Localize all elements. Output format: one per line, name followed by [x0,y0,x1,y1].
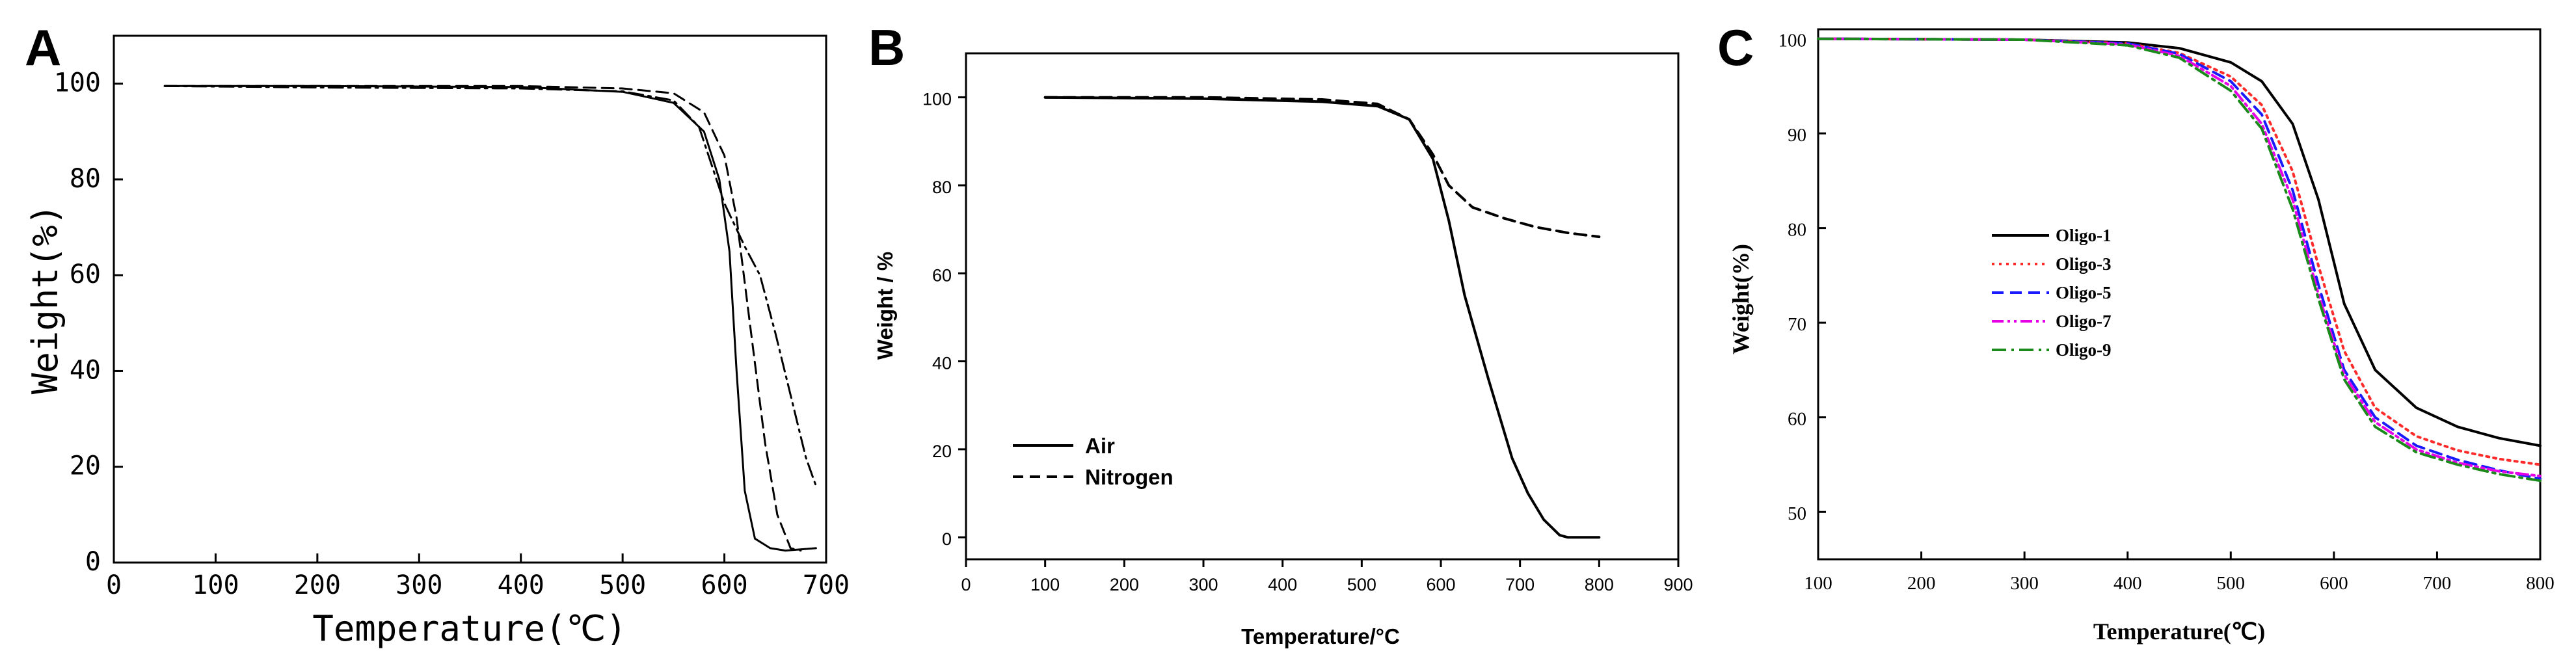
y-tick-label: 70 [1788,314,1806,335]
panel-a-y-axis-label: Weight(%) [25,204,66,395]
x-tick-label: 700 [803,570,850,600]
y-tick-label: 50 [1788,503,1806,524]
x-tick-label: 600 [2320,573,2348,594]
x-tick-label: 700 [1505,575,1535,594]
x-tick-label: 700 [2423,573,2452,594]
panel-c-x-axis-label: Temperature(℃) [2093,618,2265,644]
y-tick-label: 40 [932,354,952,373]
panel-c-y-ticks: 50 60 70 80 90 100 [1778,31,1826,524]
series-line-dashed [163,85,802,552]
x-tick-label: 300 [1188,575,1218,594]
x-tick-label: 500 [1347,575,1376,594]
panel-a-label: A [25,19,61,76]
y-tick-label: 20 [932,442,952,461]
x-tick-label: 100 [192,570,239,600]
x-tick-label: 400 [2113,573,2142,594]
y-tick-label: 80 [1788,220,1806,241]
panel-b-legend-nitrogen: Nitrogen [1085,465,1174,489]
y-tick-label: 80 [932,178,952,197]
panel-b-series [1043,96,1601,539]
panel-c-y-axis-label: Weight(%) [1728,244,1754,354]
legend-label-oligo-1: Oligo-1 [2056,226,2112,245]
x-tick-label: 100 [1030,575,1060,594]
x-tick-label: 500 [599,570,646,600]
x-tick-label: 900 [1663,575,1693,594]
legend-label-oligo-9: Oligo-9 [2056,340,2112,360]
y-tick-label: 0 [85,547,101,577]
y-tick-label: 40 [70,355,101,385]
y-tick-label: 100 [54,68,101,98]
x-tick-label: 0 [106,570,122,600]
panel-a-y-ticks: 0 20 40 60 80 100 [54,68,123,577]
series-line-nitrogen [1043,96,1601,239]
panel-b-plot-frame [965,52,1680,561]
x-tick-label: 200 [294,570,341,600]
y-tick-label: 100 [1778,31,1807,51]
y-tick-label: 90 [1788,125,1806,146]
y-tick-label: 60 [932,265,952,285]
series-line-oligo-9 [1817,37,2542,483]
series-line-oligo-1 [1817,37,2542,447]
x-tick-label: 300 [2010,573,2039,594]
panel-b-label: B [868,19,905,76]
legend-label-oligo-3: Oligo-3 [2056,254,2112,274]
legend-label-oligo-5: Oligo-5 [2056,283,2112,302]
x-tick-label: 100 [1804,573,1832,594]
y-tick-label: 0 [942,529,952,549]
series-line-solid [163,85,817,552]
x-tick-label: 800 [2526,573,2555,594]
panel-c-x-ticks: 100 200 300 400 500 600 700 800 [1804,551,2555,594]
x-tick-label: 200 [1907,573,1936,594]
y-tick-label: 60 [1788,409,1806,430]
panel-a-x-axis-label: Temperature(℃) [312,608,626,649]
x-tick-label: 300 [396,570,442,600]
series-line-dash-dot [163,85,817,487]
series-line-oligo-5 [1817,37,2542,481]
y-tick-label: 100 [922,90,952,109]
panel-a-x-ticks: 0 100 200 300 400 500 600 700 [106,553,850,600]
panel-c-legend: Oligo-1 Oligo-3 Oligo-5 Oligo-7 Oligo-9 [1992,226,2112,360]
panel-b-legend: Air Nitrogen [1013,434,1174,489]
panel-b-x-ticks: 0 100 200 300 400 500 600 700 800 900 [961,559,1693,594]
y-tick-label: 20 [70,451,101,481]
panel-c-series [1817,37,2542,483]
legend-label-oligo-7: Oligo-7 [2056,312,2112,331]
panel-c: C 100 200 300 400 500 600 700 800 50 60 70 80 90 100… [1717,19,2555,644]
x-tick-label: 500 [2217,573,2246,594]
x-tick-label: 0 [961,575,971,594]
panel-a-series [163,85,817,552]
panel-c-plot-frame [1817,28,2542,561]
y-tick-label: 80 [70,164,101,194]
panel-a-plot-frame [113,34,827,564]
panel-b: B 0 100 200 300 400 500 600 700 800 900 0 20 40 60 80… [868,19,1693,648]
panel-c-label: C [1717,19,1754,76]
series-line-oligo-7 [1817,37,2542,477]
y-tick-label: 60 [70,259,101,289]
series-line-air [1043,96,1601,539]
x-tick-label: 800 [1585,575,1614,594]
x-tick-label: 200 [1110,575,1139,594]
x-tick-label: 600 [701,570,747,600]
x-tick-label: 600 [1426,575,1455,594]
series-line-oligo-3 [1817,37,2542,466]
panel-a: A 0 100 200 300 400 500 600 700 0 20 40 60 80 100 Te… [25,19,850,649]
x-tick-label: 400 [1268,575,1297,594]
x-tick-label: 400 [498,570,544,600]
panel-b-x-axis-label: Temperature/°C [1241,624,1400,648]
panel-b-legend-air: Air [1085,434,1115,458]
panel-b-y-ticks: 0 20 40 60 80 100 [922,90,966,549]
panel-b-y-axis-label: Weight / % [873,252,897,360]
